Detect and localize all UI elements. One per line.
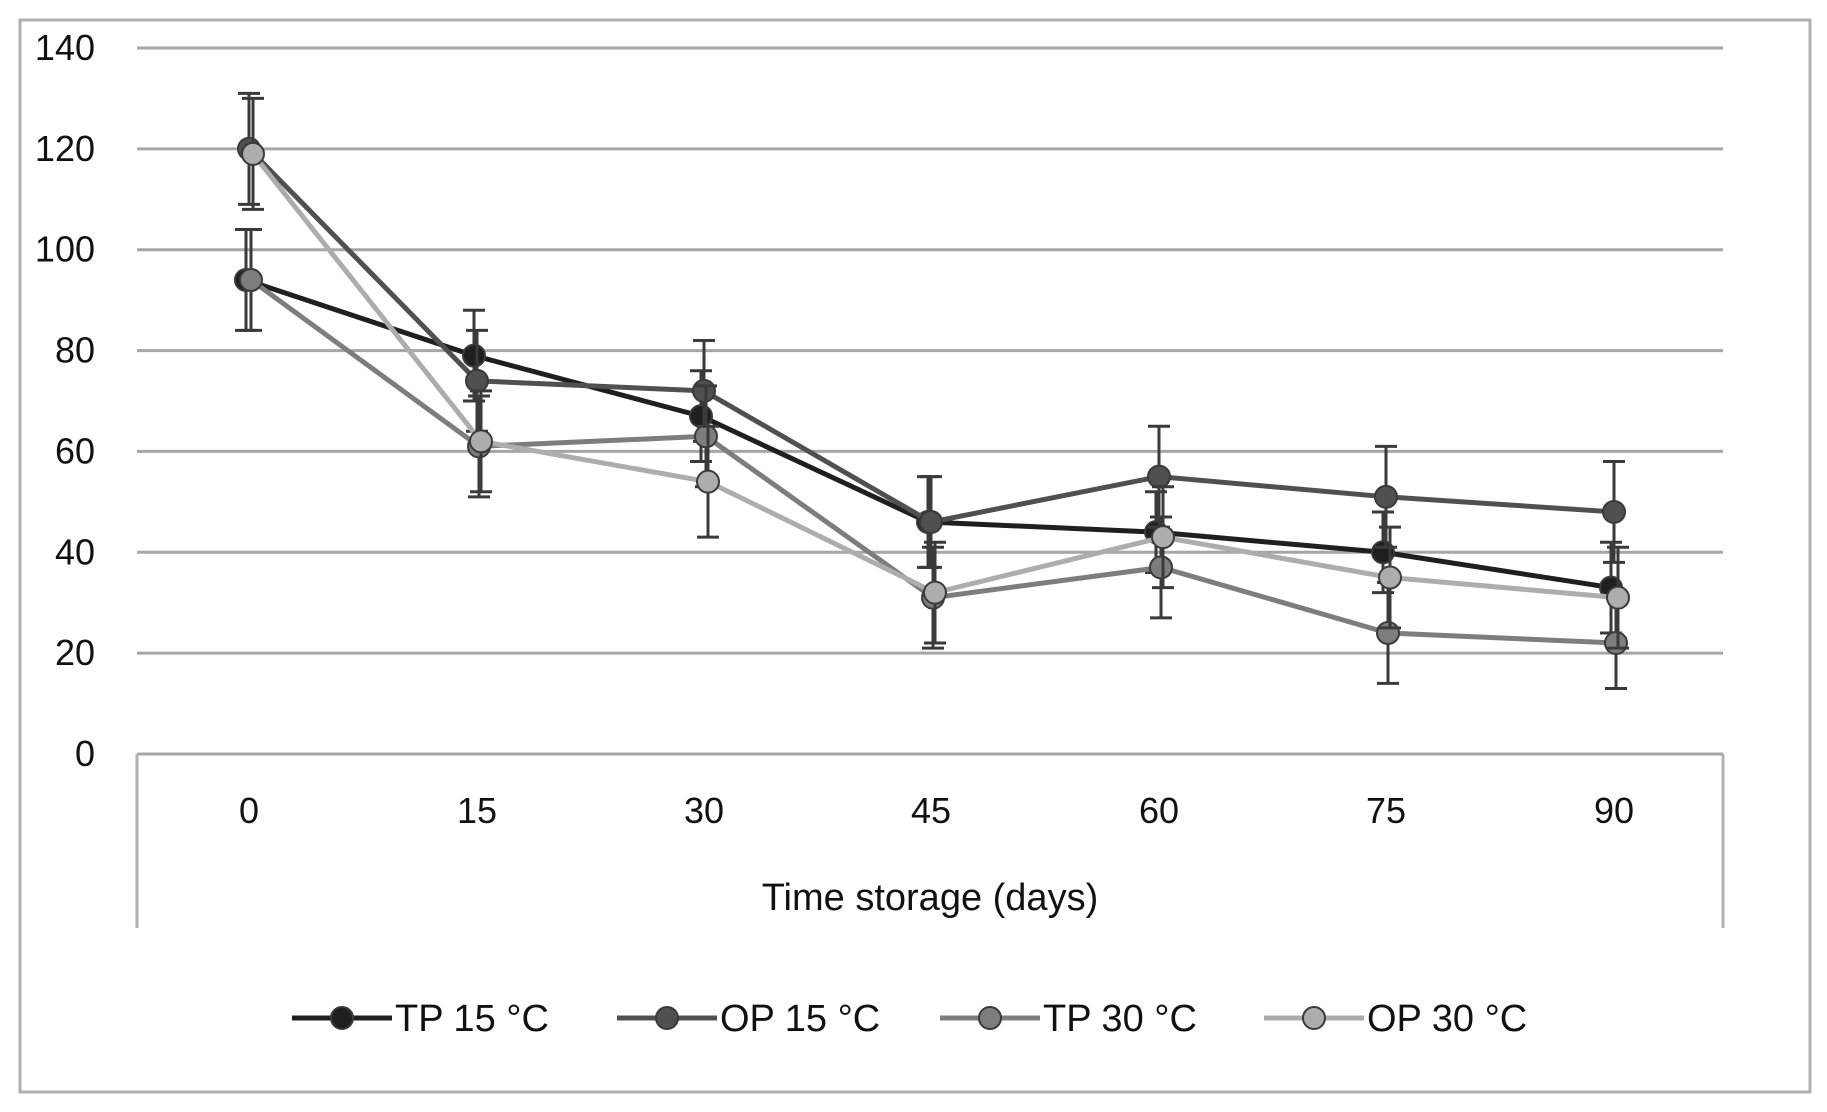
y-tick-label: 140 [35,27,95,68]
y-tick-label: 40 [55,531,95,572]
data-point [1151,525,1175,550]
legend-swatch-marker [655,1006,679,1030]
data-point [1378,565,1402,590]
legend-item: TP 30 °C [940,998,1197,1040]
x-tick-label: 0 [239,790,259,831]
y-tick-labels: 0 20 40 60 80 100 120 140 [35,27,95,774]
legend-label: OP 15 °C [720,998,880,1040]
x-tick-labels: 0 15 30 45 60 75 90 [239,790,1634,831]
y-tick-label: 60 [55,430,95,471]
legend-label: OP 30 °C [1367,998,1527,1040]
x-axis-title: Time storage (days) [762,877,1098,919]
data-point [1147,464,1171,489]
series-4 [241,96,1630,650]
data-point [239,267,263,292]
axes [135,752,1725,928]
legend-item: TP 15 °C [292,998,549,1040]
legend-swatch-marker [1302,1006,1326,1030]
chart-frame [18,18,1812,1094]
legend-swatch-marker [978,1006,1002,1030]
y-tick-label: 100 [35,229,95,270]
x-tick-label: 60 [1139,790,1179,831]
y-tick-label: 120 [35,128,95,169]
data-point [1604,631,1628,656]
legend-swatch-marker [330,1006,354,1030]
x-tick-label: 90 [1594,790,1634,831]
data-point [469,429,493,454]
data-point [694,424,718,449]
x-tick-label: 30 [684,790,724,831]
legend: TP 15 °C OP 15 °C TP 30 °C OP 30 °C [292,998,1527,1040]
x-tick-label: 15 [457,790,497,831]
data-point [1602,499,1626,524]
legend-item: OP 15 °C [617,998,880,1040]
x-tick-label: 75 [1366,790,1406,831]
data-point [241,141,265,166]
data-point [696,469,720,494]
data-point [1376,620,1400,645]
data-point [689,404,713,429]
data-point [692,378,716,403]
y-tick-label: 0 [75,733,95,774]
data-point [465,368,489,393]
legend-item: OP 30 °C [1264,998,1527,1040]
y-tick-label: 20 [55,632,95,673]
data-point [923,580,947,605]
legend-label: TP 15 °C [395,998,549,1040]
data-point [1149,555,1173,580]
data-point [919,510,943,535]
y-tick-label: 80 [55,330,95,371]
gridlines [137,46,1723,655]
legend-label: TP 30 °C [1043,998,1197,1040]
series [234,91,1630,690]
data-point [1606,585,1630,610]
data-point [1374,484,1398,509]
data-point [462,343,486,368]
x-tick-label: 45 [911,790,951,831]
